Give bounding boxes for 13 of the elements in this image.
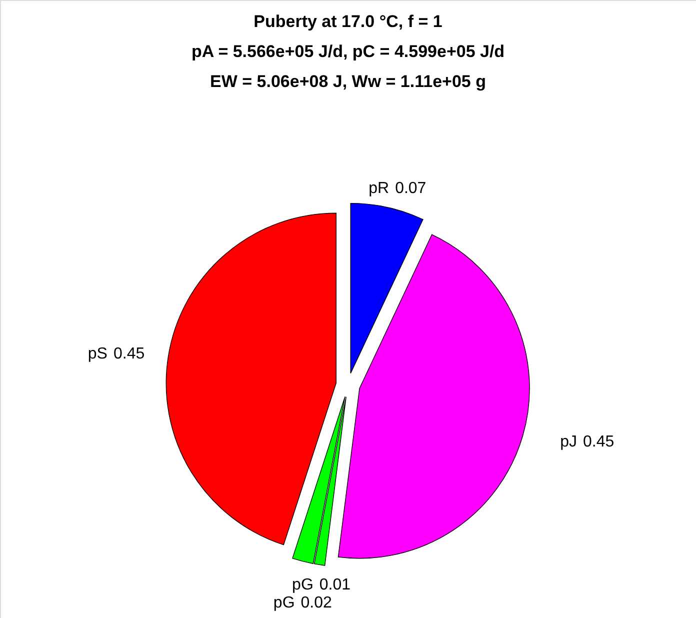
text: pA = 5.566e+05 J/d, pC = 4.599e+05 J/d [191, 42, 505, 61]
slice-label: pG [292, 576, 314, 594]
slice-label: pS [88, 345, 108, 362]
slice-label: pJ [560, 433, 577, 450]
text: EW = 5.06e+08 J, Ww = 1.11e+05 g [210, 72, 486, 91]
data-label: 0.07 [395, 180, 426, 197]
data-label: 0.45 [582, 433, 614, 450]
chart-title: Puberty at 17.0 °C, f = 1 [254, 12, 442, 31]
data-label: 0.02 [300, 594, 332, 612]
slice-label: pG [273, 594, 295, 612]
data-label: 0.45 [113, 345, 145, 362]
slice-label: pR [368, 180, 390, 197]
data-label: 0.01 [319, 576, 351, 594]
